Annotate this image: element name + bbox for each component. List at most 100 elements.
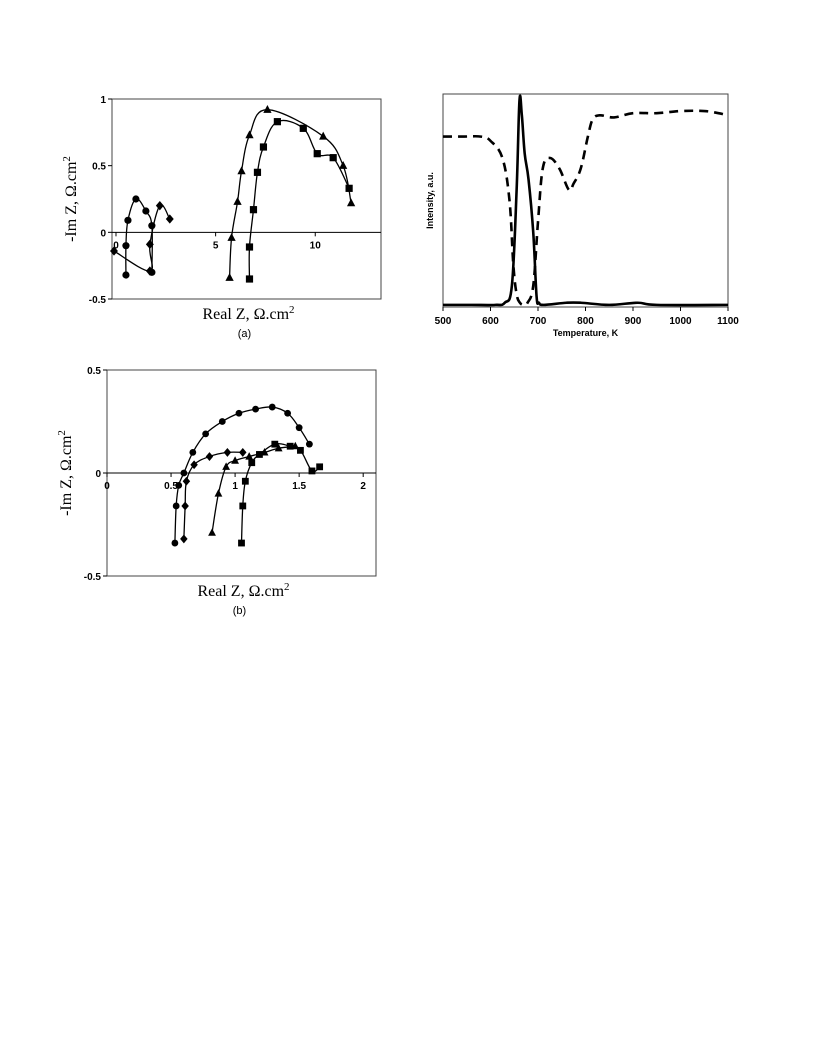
panel-caption: (b) (233, 605, 246, 617)
tpr-plot: 500 600 700 800 900 1000 1100 Temperature, K Int… (425, 93, 739, 338)
square-marker (299, 124, 307, 132)
x-axis-label: Temperature, K (553, 328, 619, 338)
series-line-square (240, 443, 321, 544)
y-tick-label: 0.5 (87, 366, 101, 377)
square-marker (313, 150, 321, 158)
y-tick-label: -0.5 (89, 295, 107, 306)
x-tick-label: 1000 (669, 316, 692, 327)
x-tick-label: 1100 (717, 316, 739, 327)
diamond-marker (239, 447, 247, 457)
x-tick-label: 1.5 (292, 481, 306, 492)
square-marker (239, 502, 247, 510)
plot-frame (442, 93, 729, 308)
circle-marker (235, 409, 243, 417)
x-tick-label: 0.5 (164, 481, 178, 492)
diamond-marker (155, 200, 164, 211)
triangle-marker (245, 130, 254, 139)
square-marker (329, 154, 337, 162)
triangle-marker (237, 166, 246, 175)
series-line-solid (443, 94, 729, 307)
panel-caption: (a) (238, 328, 251, 340)
square-marker (256, 451, 263, 458)
triangle-marker (225, 272, 234, 281)
x-tick-label: 5 (213, 240, 219, 251)
x-tick-label: 600 (482, 316, 499, 327)
square-marker (259, 143, 268, 151)
diamond-marker (223, 447, 232, 457)
y-tick-label: 0 (100, 228, 106, 239)
circle-marker (122, 271, 130, 279)
x-tick-label: 500 (435, 316, 452, 327)
plot-frame (111, 98, 382, 300)
triangle-marker (263, 104, 272, 113)
x-tick-label: 1 (232, 481, 238, 492)
circle-marker (218, 418, 226, 425)
x-axis-label-sup: 2 (289, 304, 295, 316)
circle-marker (202, 430, 210, 438)
circle-marker (142, 207, 150, 215)
x-tick-label: 900 (625, 316, 642, 327)
circle-marker (175, 481, 183, 489)
x-axis-label-text: Real Z, Ω.cm (197, 583, 284, 600)
diamond-marker (190, 460, 198, 470)
circle-marker (189, 449, 197, 456)
triangle-marker (274, 443, 283, 452)
series-line-square (248, 119, 350, 280)
y-axis-label: -Im Z, Ω.cm2 (61, 156, 80, 242)
diamond-marker (182, 476, 191, 486)
triangle-marker (227, 232, 236, 241)
x-axis-label-text: Real Z, Ω.cm (202, 306, 289, 323)
square-marker (316, 463, 324, 471)
x-axis-label: Real Z, Ω.cm2 (197, 581, 289, 600)
y-axis-label: -Im Z, Ω.cm2 (56, 430, 75, 516)
square-marker (238, 539, 245, 547)
square-marker (286, 442, 294, 450)
diamond-marker (205, 452, 214, 461)
series-line-diamond (113, 204, 171, 272)
x-tick-label: 800 (577, 316, 594, 327)
diamond-marker (110, 246, 118, 256)
x-axis-label: Real Z, Ω.cm2 (202, 304, 294, 323)
triangle-marker (319, 131, 328, 140)
x-axis-label-sup: 2 (284, 581, 290, 593)
square-marker (273, 118, 281, 126)
series-line-dashed (442, 109, 729, 307)
circle-marker (132, 195, 140, 203)
y-tick-label: -0.5 (84, 572, 102, 583)
circle-marker (122, 242, 130, 250)
x-tick-label: 10 (310, 240, 322, 251)
circle-marker (171, 539, 179, 547)
square-marker (245, 275, 254, 283)
x-tick-label: 2 (360, 481, 366, 492)
circle-marker (124, 216, 132, 224)
diamond-marker (181, 501, 189, 511)
square-marker (345, 184, 353, 192)
square-marker (271, 440, 279, 448)
diamond-marker (145, 239, 154, 250)
square-marker (253, 168, 262, 176)
x-tick-label: 700 (530, 316, 547, 327)
triangle-marker (208, 528, 216, 536)
triangle-marker (222, 462, 231, 470)
square-marker (241, 477, 249, 485)
circle-marker (305, 440, 313, 448)
triangle-marker (214, 489, 223, 497)
circle-marker (284, 409, 292, 417)
circle-marker (268, 403, 276, 411)
triangle-marker (233, 196, 242, 205)
y-tick-label: 1 (100, 95, 106, 106)
y-axis-label-text: -Im Z, Ω.cm (58, 435, 75, 516)
circle-marker (295, 424, 303, 432)
triangle-marker (339, 160, 348, 169)
diamond-marker (165, 214, 174, 224)
y-tick-label: 0 (95, 469, 101, 480)
y-axis-label-sup: 2 (56, 430, 68, 436)
y-tick-label: 0.5 (92, 162, 106, 173)
triangle-marker (346, 198, 356, 207)
square-marker (245, 243, 254, 251)
circle-marker (180, 469, 188, 477)
x-tick-label: 0 (113, 240, 119, 251)
square-marker (297, 446, 304, 454)
